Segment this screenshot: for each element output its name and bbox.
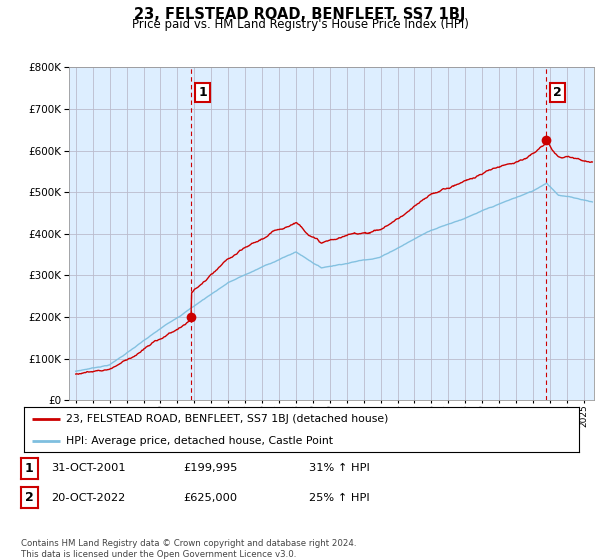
Text: 2: 2 — [553, 86, 562, 99]
Text: 25% ↑ HPI: 25% ↑ HPI — [309, 493, 370, 503]
Text: £199,995: £199,995 — [183, 463, 238, 473]
Text: 31-OCT-2001: 31-OCT-2001 — [51, 463, 125, 473]
Text: £625,000: £625,000 — [183, 493, 237, 503]
Text: 23, FELSTEAD ROAD, BENFLEET, SS7 1BJ (detached house): 23, FELSTEAD ROAD, BENFLEET, SS7 1BJ (de… — [65, 414, 388, 424]
Text: 20-OCT-2022: 20-OCT-2022 — [51, 493, 125, 503]
Text: 2: 2 — [25, 491, 34, 505]
Text: Price paid vs. HM Land Registry's House Price Index (HPI): Price paid vs. HM Land Registry's House … — [131, 18, 469, 31]
Text: Contains HM Land Registry data © Crown copyright and database right 2024.
This d: Contains HM Land Registry data © Crown c… — [21, 539, 356, 559]
Text: 1: 1 — [198, 86, 207, 99]
Text: 31% ↑ HPI: 31% ↑ HPI — [309, 463, 370, 473]
Text: HPI: Average price, detached house, Castle Point: HPI: Average price, detached house, Cast… — [65, 436, 332, 446]
Text: 1: 1 — [25, 461, 34, 475]
Text: 23, FELSTEAD ROAD, BENFLEET, SS7 1BJ: 23, FELSTEAD ROAD, BENFLEET, SS7 1BJ — [134, 7, 466, 22]
